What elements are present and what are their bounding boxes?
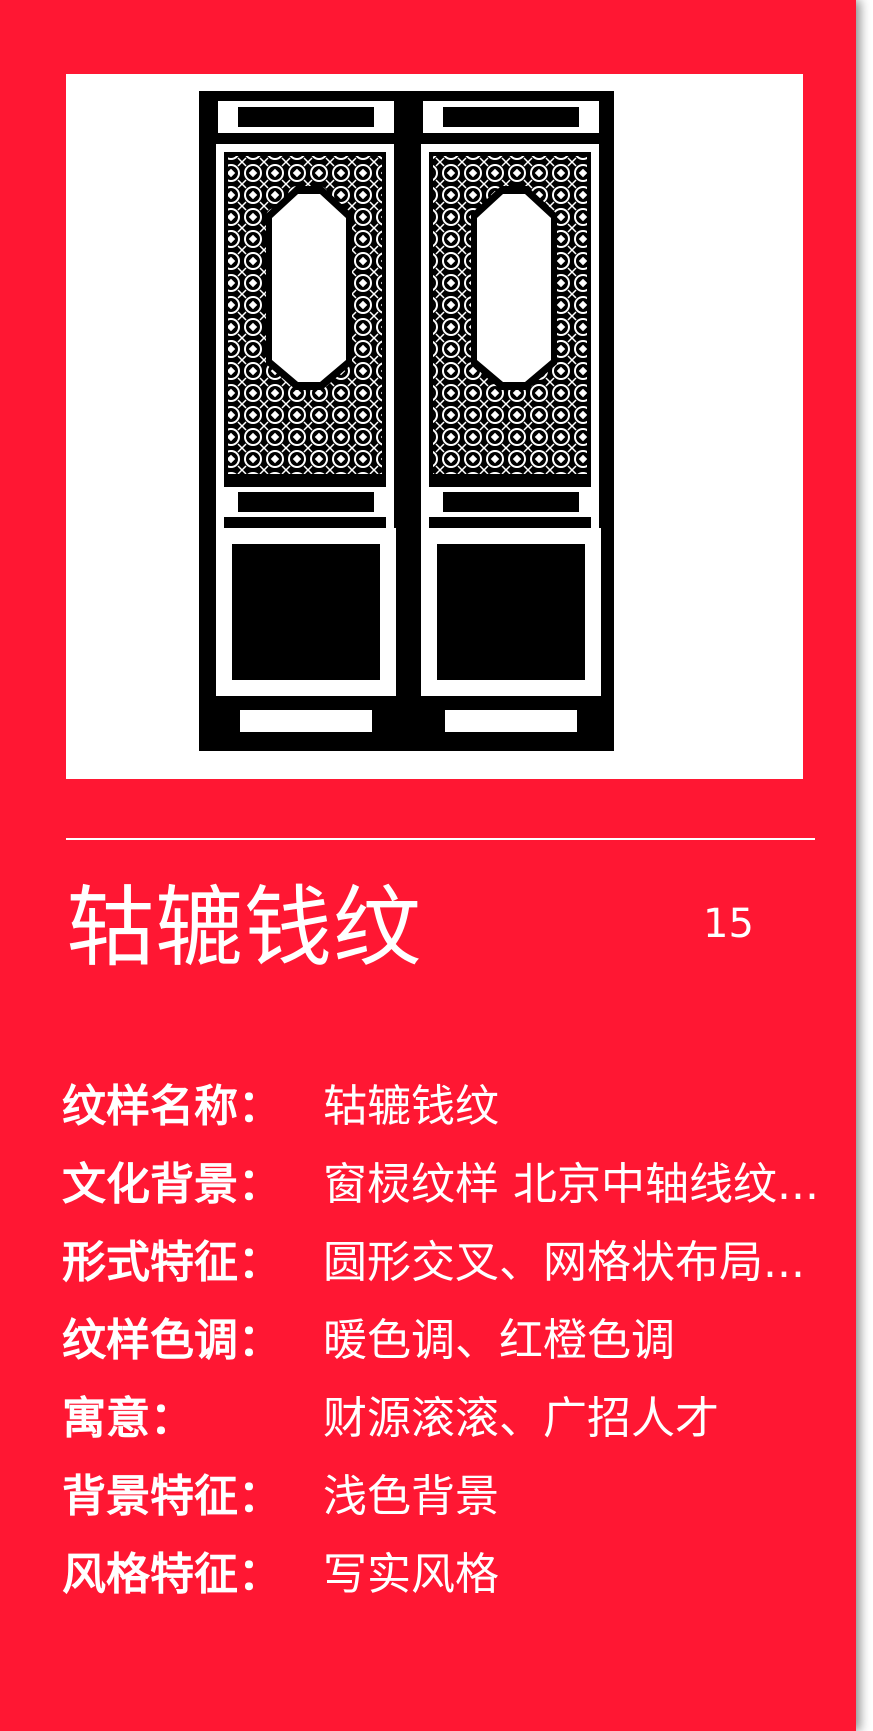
detail-value: 财源滚滚、广招人才 [323, 1393, 719, 1444]
left-door [216, 101, 396, 732]
detail-value: 窗棂纹样 北京中轴线纹... [323, 1159, 819, 1210]
detail-key: 文化背景： [62, 1159, 282, 1210]
detail-row: 背景特征： 浅色背景 [62, 1460, 852, 1538]
detail-row: 文化背景： 窗棂纹样 北京中轴线纹... [62, 1148, 852, 1226]
detail-key: 纹样色调： [62, 1315, 282, 1366]
pattern-title: 轱辘钱纹 [66, 876, 423, 979]
pattern-number: 15 [703, 901, 754, 947]
detail-value: 浅色背景 [323, 1471, 499, 1522]
detail-key: 纹样名称： [62, 1081, 282, 1132]
detail-value: 写实风格 [323, 1549, 499, 1600]
detail-key: 背景特征： [62, 1471, 282, 1522]
detail-value: 圆形交叉、网格状布局... [323, 1237, 805, 1288]
divider-line [66, 838, 815, 840]
detail-row: 寓意： 财源滚滚、广招人才 [62, 1382, 852, 1460]
detail-row: 风格特征： 写实风格 [62, 1538, 852, 1616]
detail-value: 暖色调、红橙色调 [323, 1315, 675, 1366]
detail-row: 纹样名称： 轱辘钱纹 [62, 1070, 852, 1148]
detail-key: 风格特征： [62, 1549, 282, 1600]
lattice-door-icon [199, 91, 614, 751]
detail-key: 形式特征： [62, 1237, 282, 1288]
detail-list: 纹样名称： 轱辘钱纹 文化背景： 窗棂纹样 北京中轴线纹... 形式特征： 圆形… [62, 1070, 852, 1616]
detail-row: 形式特征： 圆形交叉、网格状布局... [62, 1226, 852, 1304]
right-door [421, 101, 601, 732]
detail-value: 轱辘钱纹 [323, 1081, 499, 1132]
pattern-image [66, 74, 803, 779]
detail-key: 寓意： [62, 1393, 194, 1444]
detail-row: 纹样色调： 暖色调、红橙色调 [62, 1304, 852, 1382]
